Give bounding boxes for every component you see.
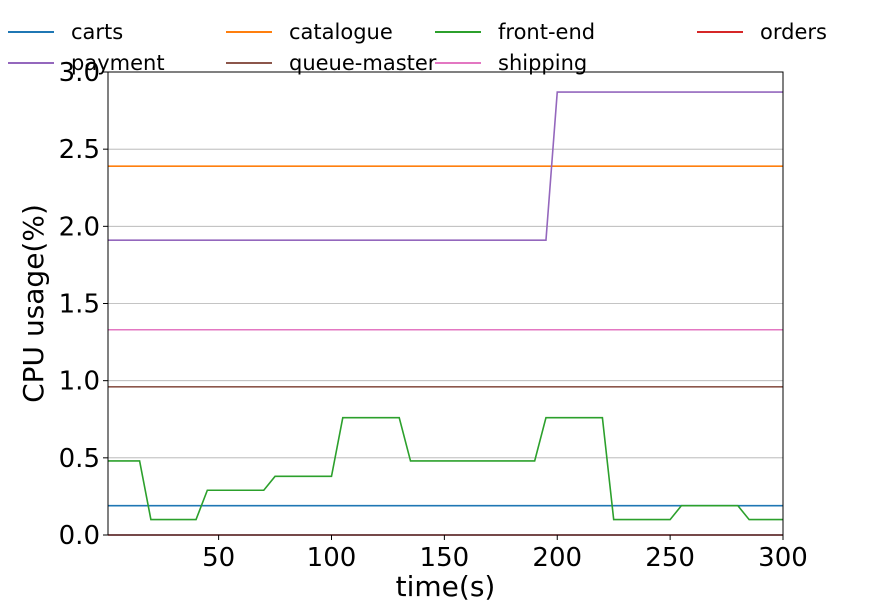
- legend-label: payment: [71, 51, 165, 75]
- y-axis-title: CPU usage(%): [17, 204, 50, 403]
- legend-label: queue-master: [289, 51, 437, 75]
- y-tick-label: 1.5: [59, 290, 100, 320]
- y-tick-label: 1.0: [59, 367, 100, 397]
- legend-item-carts: carts: [8, 20, 123, 44]
- legend-label: catalogue: [289, 20, 393, 44]
- series-line-payment: [108, 91, 783, 242]
- y-tick-label: 2.0: [59, 212, 100, 242]
- x-tick-label: 250: [645, 543, 695, 573]
- legend-item-catalogue: catalogue: [226, 20, 393, 44]
- gridlines: [108, 71, 783, 536]
- x-tick-label: 150: [420, 543, 470, 573]
- y-axis-ticks: 0.0 0.5 1.0 1.5 2.0 2.5 3.0: [59, 58, 108, 551]
- legend-item-orders: orders: [697, 20, 827, 44]
- legend-label: shipping: [498, 51, 587, 75]
- y-tick-label: 0.0: [59, 521, 100, 551]
- legend-label: carts: [71, 20, 123, 44]
- y-tick-label: 0.5: [59, 444, 100, 474]
- legend-item-front-end: front-end: [435, 20, 595, 44]
- series-line-front-end: [108, 416, 783, 521]
- y-tick-label: 2.5: [59, 135, 100, 165]
- x-axis-title: time(s): [396, 570, 496, 600]
- x-axis-ticks: 50 100 150 200 250 300: [202, 535, 808, 573]
- legend-item-queue-master: queue-master: [226, 51, 437, 75]
- legend: carts catalogue front-end orders payment queu…: [8, 20, 827, 75]
- series-lines: [108, 91, 783, 536]
- x-tick-label: 100: [307, 543, 357, 573]
- y-tick-label: 3.0: [59, 58, 100, 88]
- legend-label: front-end: [498, 20, 595, 44]
- legend-item-shipping: shipping: [435, 51, 587, 75]
- legend-item-payment: payment: [8, 51, 165, 75]
- x-tick-label: 200: [532, 543, 582, 573]
- x-tick-label: 50: [202, 543, 235, 573]
- x-tick-label: 300: [758, 543, 808, 573]
- legend-label: orders: [760, 20, 827, 44]
